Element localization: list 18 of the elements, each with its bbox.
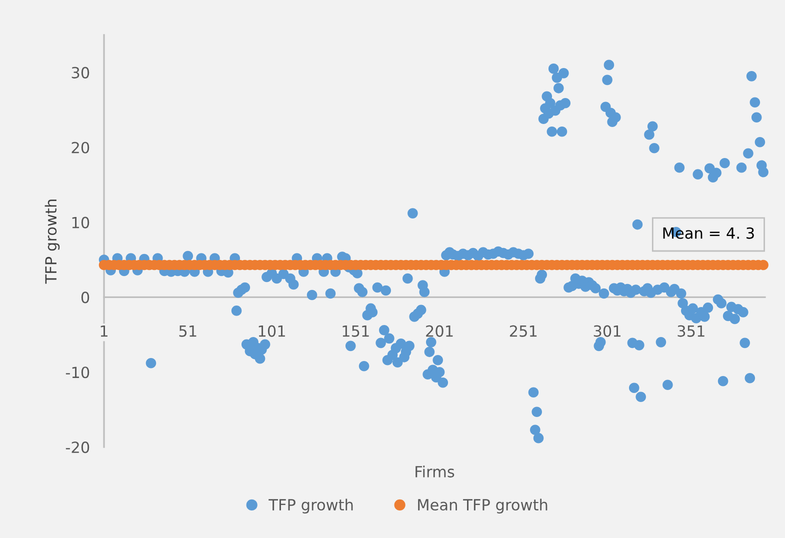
x-tick-label: 251 [510, 325, 537, 337]
y-tick-label: -10 [66, 366, 90, 378]
legend-label: TFP growth [268, 498, 353, 514]
y-tick-label: -20 [66, 442, 90, 454]
legend-label: Mean TFP growth [418, 498, 548, 514]
y-axis-title: TFP growth [44, 200, 60, 284]
x-tick-label: 151 [342, 325, 369, 337]
y-tick-label: 30 [72, 66, 90, 78]
x-axis-title: Firms [416, 466, 454, 478]
y-tick-label: 0 [81, 292, 90, 304]
x-tick-label: 351 [678, 325, 704, 337]
y-tick-label: 20 [72, 142, 90, 154]
x-tick-label: 51 [179, 325, 196, 337]
x-tick-label: 101 [258, 325, 285, 337]
x-tick-label: 1 [100, 325, 108, 337]
x-tick-label: 301 [594, 325, 620, 337]
y-tick-label: 10 [72, 216, 90, 228]
x-tick-label: 201 [426, 325, 453, 337]
